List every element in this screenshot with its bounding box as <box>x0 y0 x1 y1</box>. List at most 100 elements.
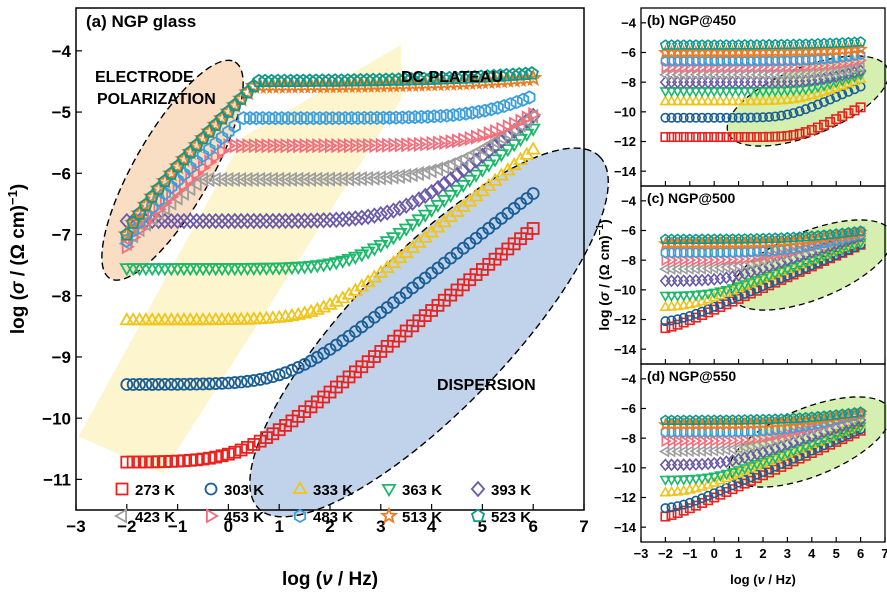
data-point <box>781 93 794 104</box>
data-point <box>203 142 216 157</box>
data-point <box>750 276 763 287</box>
data-point <box>696 94 708 106</box>
data-point <box>354 209 369 226</box>
x-axis-title: log (ν / Hz) <box>282 569 378 590</box>
data-point <box>830 247 843 258</box>
data-point <box>659 263 670 275</box>
data-point <box>449 184 465 199</box>
y-tick-label: −9 <box>52 348 71 367</box>
data-point <box>764 131 775 142</box>
legend-marker <box>293 508 307 524</box>
data-point <box>702 457 714 471</box>
data-point <box>253 373 267 386</box>
data-point <box>396 110 409 125</box>
data-point <box>818 119 829 130</box>
data-point <box>708 233 720 244</box>
data-point <box>818 37 830 49</box>
data-point <box>777 428 788 441</box>
data-point <box>830 409 842 420</box>
y-tick-label: −10 <box>614 105 636 120</box>
data-point <box>677 298 690 310</box>
data-point <box>415 109 428 125</box>
data-point <box>806 411 818 422</box>
data-point <box>351 110 365 126</box>
data-point <box>745 112 756 123</box>
legend-label: 333 K <box>313 482 353 499</box>
legend-item: 423 K <box>113 508 175 526</box>
data-point <box>202 377 216 391</box>
data-point <box>689 94 702 106</box>
data-point <box>659 274 672 288</box>
data-point <box>720 414 732 425</box>
data-point <box>720 94 733 106</box>
data-point <box>227 97 242 112</box>
data-point <box>432 135 447 151</box>
data-point <box>386 202 401 219</box>
data-point <box>171 377 185 391</box>
data-point <box>671 445 682 458</box>
data-point <box>190 154 203 169</box>
data-point <box>677 94 690 106</box>
data-point <box>337 138 351 154</box>
annotation-dispersion: DISPERSION <box>437 377 536 394</box>
data-point <box>291 361 305 374</box>
legend-label: 273 K <box>135 482 175 499</box>
data-point <box>800 411 812 423</box>
data-point <box>733 477 744 488</box>
data-point <box>329 338 343 352</box>
data-point <box>757 94 769 106</box>
data-point <box>207 171 221 188</box>
data-point <box>691 247 701 259</box>
data-point <box>739 478 750 489</box>
x-tick-label: 0 <box>224 517 233 536</box>
data-point <box>316 212 331 229</box>
data-point <box>487 134 501 150</box>
data-point <box>480 137 494 154</box>
data-point <box>677 68 688 81</box>
data-point <box>506 139 522 153</box>
data-point <box>831 91 842 102</box>
data-point <box>309 171 323 187</box>
data-point <box>461 69 476 84</box>
data-point <box>775 38 787 50</box>
data-point <box>739 414 751 425</box>
data-point <box>481 159 497 173</box>
data-point <box>328 73 343 87</box>
data-point <box>848 36 861 47</box>
data-point <box>757 445 769 459</box>
data-point <box>256 111 269 126</box>
data-point <box>449 166 465 184</box>
data-point <box>299 138 313 154</box>
legend-label: 393 K <box>491 482 531 499</box>
data-point <box>165 179 178 194</box>
data-point <box>315 73 330 87</box>
data-point <box>690 457 702 471</box>
data-point <box>518 66 533 80</box>
data-point <box>667 435 678 448</box>
data-point <box>499 67 514 82</box>
data-point <box>659 475 672 486</box>
data-point <box>500 144 516 158</box>
data-point <box>665 39 678 50</box>
data-point <box>751 413 763 425</box>
data-point <box>856 54 867 67</box>
data-point <box>726 454 739 468</box>
data-point <box>229 138 243 154</box>
data-point <box>726 94 739 106</box>
data-point <box>284 212 300 230</box>
data-point <box>417 209 433 223</box>
data-point <box>710 434 721 447</box>
data-point <box>398 197 414 214</box>
data-point <box>696 112 707 123</box>
data-point <box>300 111 314 126</box>
data-point <box>397 72 412 86</box>
legend-item: 513 K <box>379 506 442 526</box>
data-point <box>715 489 726 500</box>
data-point <box>477 127 491 144</box>
data-point <box>264 171 278 187</box>
x-tick-label: 4 <box>427 517 437 536</box>
data-point <box>763 232 775 244</box>
data-point <box>321 171 336 187</box>
data-point <box>769 232 781 243</box>
y-tick-label: −8 <box>621 431 636 446</box>
